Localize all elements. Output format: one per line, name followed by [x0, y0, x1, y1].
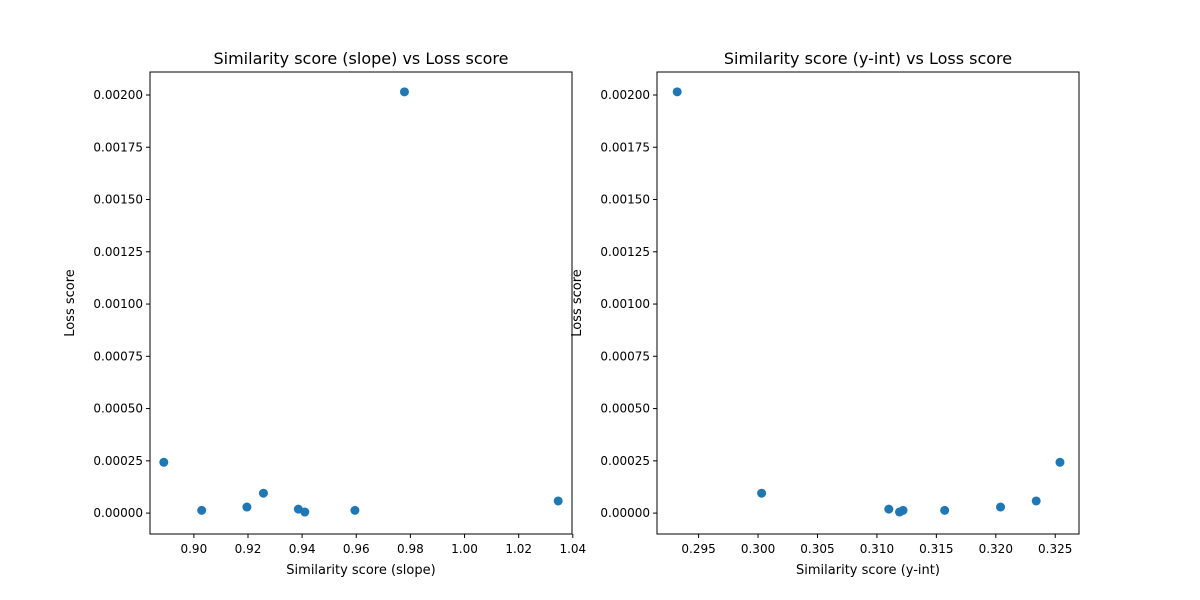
x-tick-label: 0.325: [1038, 542, 1072, 556]
scatter-point: [884, 504, 894, 514]
y-tick-label: 0.00200: [600, 88, 650, 102]
y-tick-label: 0.00050: [600, 402, 650, 416]
x-tick-label: 1.00: [451, 542, 478, 556]
chart-title: Similarity score (y-int) vs Loss score: [724, 49, 1012, 68]
y-tick-label: 0.00175: [93, 140, 143, 154]
y-axis-label: Loss score: [570, 269, 585, 337]
plot-frame: [149, 71, 573, 535]
y-tick-label: 0.00125: [93, 245, 143, 259]
scatter-points: [159, 87, 563, 517]
scatter-point: [940, 505, 950, 515]
y-tick-label: 0.00150: [600, 193, 650, 207]
x-tick-label: 0.315: [919, 542, 953, 556]
x-tick-label: 0.300: [741, 542, 775, 556]
x-axis-label: Similarity score (slope): [286, 563, 435, 578]
scatter-point: [757, 488, 767, 498]
y-tick-label: 0.00025: [93, 454, 143, 468]
x-axis-label: Similarity score (y-int): [796, 563, 940, 578]
scatter-point: [399, 87, 409, 97]
scatter-point: [1055, 457, 1065, 467]
y-tick-label: 0.00050: [93, 402, 143, 416]
scatter-point: [1031, 496, 1041, 506]
scatter-point: [197, 505, 207, 515]
x-tick-label: 0.94: [289, 542, 316, 556]
y-tick-label: 0.00100: [93, 297, 143, 311]
x-tick-label: 0.305: [800, 542, 834, 556]
tick-group: 0.295 0.300 0.305 0.310 0.315 0.320 0.325 0.000…: [600, 88, 1072, 556]
y-tick-label: 0.00200: [93, 88, 143, 102]
x-tick-label: 1.04: [559, 542, 586, 556]
chart-slope: Similarity score (slope) vs Loss score S…: [63, 49, 586, 578]
scatter-point: [242, 502, 252, 512]
scatter-point: [898, 505, 908, 515]
x-tick-label: 0.90: [180, 542, 207, 556]
plot-frame: [656, 71, 1080, 535]
x-tick-label: 0.98: [397, 542, 424, 556]
scatter-point: [553, 496, 563, 506]
x-tick-label: 0.295: [681, 542, 715, 556]
x-tick-label: 0.320: [979, 542, 1013, 556]
x-tick-label: 0.310: [860, 542, 894, 556]
y-axis-label: Loss score: [63, 269, 78, 337]
y-tick-label: 0.00125: [600, 245, 650, 259]
scatter-point: [159, 457, 169, 467]
chart-title: Similarity score (slope) vs Loss score: [213, 49, 508, 68]
y-tick-label: 0.00075: [93, 349, 143, 363]
y-tick-label: 0.00000: [93, 506, 143, 520]
x-tick-label: 1.02: [505, 542, 532, 556]
x-tick-label: 0.92: [235, 542, 262, 556]
scatter-point: [672, 87, 682, 97]
chart-yint: Similarity score (y-int) vs Loss score S…: [570, 49, 1080, 578]
y-tick-label: 0.00000: [600, 506, 650, 520]
scatter-points: [672, 87, 1065, 517]
y-tick-label: 0.00175: [600, 140, 650, 154]
scatter-point: [258, 488, 268, 498]
y-tick-label: 0.00150: [93, 193, 143, 207]
scatter-point: [300, 507, 310, 517]
y-tick-label: 0.00025: [600, 454, 650, 468]
y-tick-label: 0.00075: [600, 349, 650, 363]
x-tick-label: 0.96: [343, 542, 370, 556]
scatter-point: [996, 502, 1006, 512]
tick-group: 0.90 0.92 0.94 0.96 0.98 1.00 1.02 1.04 0.00000 0…: [93, 88, 586, 556]
scatter-point: [350, 505, 360, 515]
y-tick-label: 0.00100: [600, 297, 650, 311]
